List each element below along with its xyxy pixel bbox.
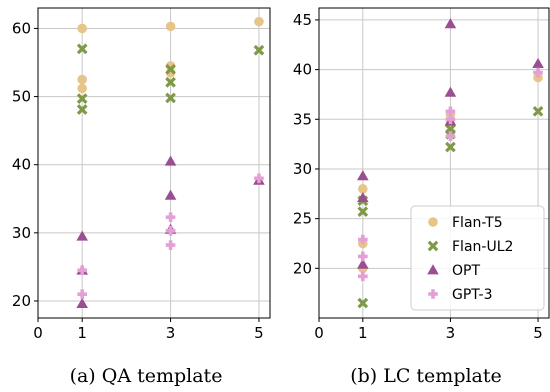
data-point [165,240,176,250]
data-point [76,297,88,309]
data-point [76,93,88,104]
legend-label: GPT-3 [452,287,493,303]
data-point [357,206,369,218]
data-point [533,67,543,78]
plot-frame [318,7,550,319]
y-tick-label: 40 [12,156,31,174]
x-tick-label: 5 [254,324,264,342]
y-tick-label: 20 [293,259,312,277]
legend: Flan-T5 Flan-UL2 OPT GPT-3 [410,205,545,311]
data-point [254,16,264,27]
data-point [445,131,456,141]
data-point [164,189,177,200]
data-point [358,184,368,194]
data-point [77,289,87,299]
plot-frame [37,7,271,319]
legend-box [410,205,545,311]
data-point [77,83,87,94]
data-point [164,155,177,166]
panel-1: 0 1 3 5 20 30 40 50 60 (a) QA template [12,7,271,387]
y-tick-label: 20 [12,292,31,310]
x-tick-label: 1 [358,324,368,342]
data-point [165,76,176,88]
panel-caption: (b) LC template [350,365,502,387]
legend-marker [427,240,439,252]
data-point [357,297,369,309]
data-point [358,251,368,262]
series-gpt-3 [358,67,543,282]
y-tick-label: 30 [293,160,312,178]
x-tick-label: 5 [533,324,543,342]
legend-marker [428,289,438,299]
data-point [76,43,88,55]
data-point [165,212,176,222]
y-tick-label: 45 [293,11,312,29]
data-point [358,234,368,245]
y-tick-label: 40 [293,61,312,79]
data-point [254,173,264,184]
y-tick-label: 50 [12,88,31,106]
data-point [357,258,369,269]
series-gpt-3 [77,173,264,299]
data-point [76,104,88,115]
data-point [445,141,456,153]
y-tick-label: 30 [12,224,31,242]
data-point [357,170,369,181]
data-point [77,265,87,276]
data-point [532,106,544,117]
legend-label: OPT [452,263,480,279]
y-tick-label: 25 [293,210,312,228]
data-point [165,92,176,104]
data-point [357,191,369,203]
data-point [77,23,87,34]
x-tick-label: 0 [33,324,43,342]
data-point [358,271,368,282]
data-point [533,72,543,83]
data-point [165,225,176,236]
legend-label: Flan-UL2 [452,239,513,255]
x-tick-label: 1 [77,324,87,342]
legend-label: Flan-T5 [452,215,503,231]
x-tick-label: 3 [446,324,456,342]
series-opt [357,18,544,269]
data-point [444,18,457,29]
data-point [253,44,265,56]
y-tick-label: 60 [12,19,31,37]
data-point [532,57,544,68]
x-tick-label: 3 [166,324,176,342]
y-tick-label: 35 [293,110,312,128]
data-point [76,230,88,241]
legend-marker [428,217,438,227]
data-point [444,86,457,97]
panel-caption: (a) QA template [70,365,223,387]
data-point [165,21,176,32]
data-point [445,114,456,125]
data-point [165,63,176,75]
legend-marker [427,264,439,275]
x-tick-label: 0 [314,324,324,342]
series-flan-ul2 [76,43,265,115]
data-point [77,74,87,85]
